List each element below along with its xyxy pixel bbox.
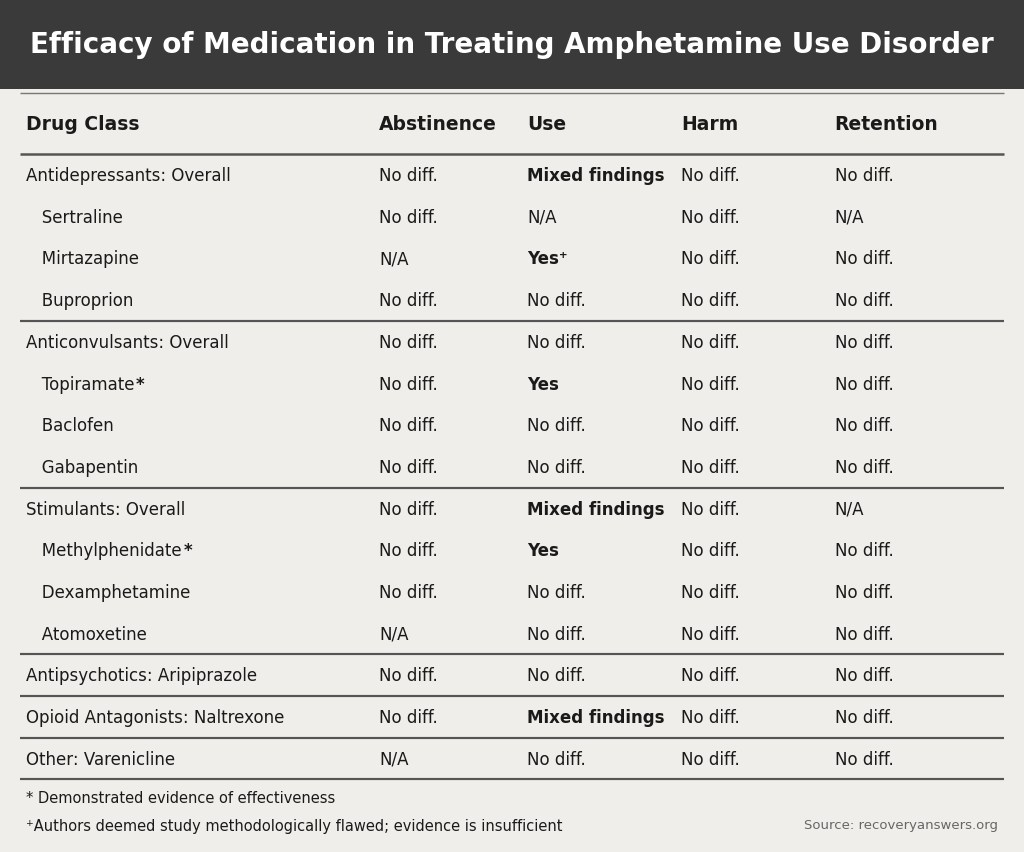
Text: N/A: N/A — [379, 250, 409, 268]
Text: No diff.: No diff. — [681, 458, 739, 476]
Text: No diff.: No diff. — [681, 542, 739, 560]
Text: Gabapentin: Gabapentin — [26, 458, 138, 476]
Text: Topiramate: Topiramate — [26, 375, 134, 393]
Text: N/A: N/A — [835, 500, 864, 518]
Text: No diff.: No diff. — [681, 708, 739, 726]
Text: No diff.: No diff. — [835, 666, 893, 684]
Text: No diff.: No diff. — [379, 500, 437, 518]
Text: No diff.: No diff. — [379, 291, 437, 310]
Text: Dexamphetamine: Dexamphetamine — [26, 584, 190, 602]
Text: No diff.: No diff. — [681, 417, 739, 435]
Text: No diff.: No diff. — [681, 167, 739, 185]
Text: No diff.: No diff. — [681, 209, 739, 227]
Text: No diff.: No diff. — [527, 625, 586, 643]
Text: Anticonvulsants: Overall: Anticonvulsants: Overall — [26, 333, 228, 351]
Text: No diff.: No diff. — [681, 750, 739, 768]
Text: No diff.: No diff. — [681, 500, 739, 518]
Text: No diff.: No diff. — [527, 291, 586, 310]
Text: No diff.: No diff. — [835, 750, 893, 768]
Text: Source: recoveryanswers.org: Source: recoveryanswers.org — [805, 818, 998, 831]
Text: * Demonstrated evidence of effectiveness: * Demonstrated evidence of effectiveness — [26, 790, 335, 805]
Text: *: * — [183, 542, 191, 560]
Text: Antipsychotics: Aripiprazole: Antipsychotics: Aripiprazole — [26, 666, 257, 684]
Text: Harm: Harm — [681, 115, 738, 134]
Text: No diff.: No diff. — [835, 291, 893, 310]
Bar — [0, 0, 1024, 89]
Text: No diff.: No diff. — [835, 250, 893, 268]
Text: Buproprion: Buproprion — [26, 291, 133, 310]
Text: No diff.: No diff. — [835, 417, 893, 435]
Text: N/A: N/A — [527, 209, 557, 227]
Text: *: * — [136, 375, 144, 393]
Text: Opioid Antagonists: Naltrexone: Opioid Antagonists: Naltrexone — [26, 708, 284, 726]
Text: No diff.: No diff. — [379, 666, 437, 684]
Text: Baclofen: Baclofen — [26, 417, 114, 435]
Text: No diff.: No diff. — [379, 375, 437, 393]
Text: Yes: Yes — [527, 542, 559, 560]
Text: Yes⁺: Yes⁺ — [527, 250, 568, 268]
Text: Retention: Retention — [835, 115, 938, 134]
Text: Mirtazapine: Mirtazapine — [26, 250, 138, 268]
Text: No diff.: No diff. — [681, 666, 739, 684]
Text: N/A: N/A — [379, 625, 409, 643]
Text: No diff.: No diff. — [835, 333, 893, 351]
Text: Abstinence: Abstinence — [379, 115, 497, 134]
Text: Sertraline: Sertraline — [26, 209, 123, 227]
Text: Mixed findings: Mixed findings — [527, 708, 665, 726]
Text: No diff.: No diff. — [681, 291, 739, 310]
Text: No diff.: No diff. — [681, 625, 739, 643]
Text: Mixed findings: Mixed findings — [527, 167, 665, 185]
Text: N/A: N/A — [835, 209, 864, 227]
Text: No diff.: No diff. — [379, 417, 437, 435]
Text: No diff.: No diff. — [835, 458, 893, 476]
Text: No diff.: No diff. — [379, 542, 437, 560]
Text: No diff.: No diff. — [527, 750, 586, 768]
Text: N/A: N/A — [379, 750, 409, 768]
Text: Yes: Yes — [527, 375, 559, 393]
Text: Mixed findings: Mixed findings — [527, 500, 665, 518]
Text: No diff.: No diff. — [527, 417, 586, 435]
Text: No diff.: No diff. — [681, 333, 739, 351]
Text: No diff.: No diff. — [681, 584, 739, 602]
Text: No diff.: No diff. — [379, 167, 437, 185]
Text: Stimulants: Overall: Stimulants: Overall — [26, 500, 185, 518]
Text: ⁺Authors deemed study methodologically flawed; evidence is insufficient: ⁺Authors deemed study methodologically f… — [26, 818, 562, 833]
Text: Use: Use — [527, 115, 566, 134]
Text: No diff.: No diff. — [527, 458, 586, 476]
Text: No diff.: No diff. — [835, 708, 893, 726]
Text: No diff.: No diff. — [379, 584, 437, 602]
Text: Drug Class: Drug Class — [26, 115, 139, 134]
Text: Atomoxetine: Atomoxetine — [26, 625, 146, 643]
Text: Other: Varenicline: Other: Varenicline — [26, 750, 175, 768]
Text: No diff.: No diff. — [835, 167, 893, 185]
Text: No diff.: No diff. — [681, 375, 739, 393]
Text: Antidepressants: Overall: Antidepressants: Overall — [26, 167, 230, 185]
Text: No diff.: No diff. — [835, 375, 893, 393]
Text: No diff.: No diff. — [835, 542, 893, 560]
Text: No diff.: No diff. — [379, 333, 437, 351]
Text: No diff.: No diff. — [379, 458, 437, 476]
Text: Methylphenidate: Methylphenidate — [26, 542, 181, 560]
Text: No diff.: No diff. — [527, 584, 586, 602]
Text: No diff.: No diff. — [527, 666, 586, 684]
Text: Efficacy of Medication in Treating Amphetamine Use Disorder: Efficacy of Medication in Treating Amphe… — [30, 31, 994, 59]
Text: No diff.: No diff. — [527, 333, 586, 351]
Text: No diff.: No diff. — [681, 250, 739, 268]
Text: No diff.: No diff. — [835, 625, 893, 643]
Text: No diff.: No diff. — [379, 708, 437, 726]
Text: No diff.: No diff. — [379, 209, 437, 227]
Text: No diff.: No diff. — [835, 584, 893, 602]
